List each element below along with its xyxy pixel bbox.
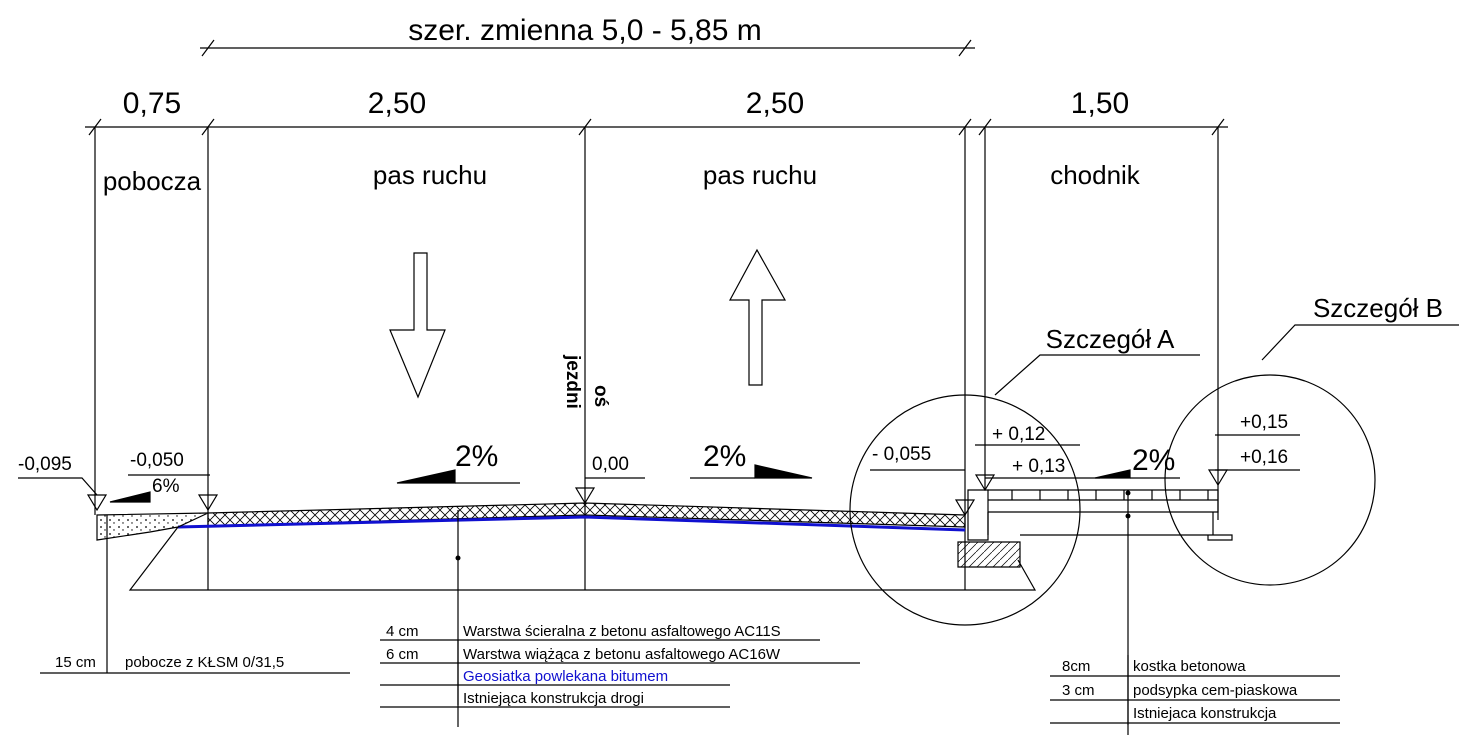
layer-thickness: 4 cm <box>386 623 419 640</box>
dimension: 1,50 <box>1071 87 1129 120</box>
detail-label: Szczegół B <box>1313 293 1443 323</box>
level: +0,15 <box>1240 412 1288 433</box>
slope: 2% <box>455 440 498 473</box>
slope: 2% <box>703 440 746 473</box>
layer-thickness: 3 cm <box>1062 682 1095 699</box>
zone: pobocza <box>103 166 202 196</box>
axis-label: oś <box>590 385 611 407</box>
zone: chodnik <box>1050 160 1141 190</box>
dot <box>455 555 461 561</box>
slope: 6% <box>152 476 180 497</box>
title: szer. zmienna 5,0 - 5,85 m <box>408 14 762 47</box>
detail-label: Szczegół A <box>1046 324 1175 354</box>
level: + 0,12 <box>992 424 1045 445</box>
layer-name: Istniejąca konstrukcja drogi <box>463 690 644 707</box>
level: 0,00 <box>592 454 629 475</box>
level: -0,050 <box>130 450 184 471</box>
dimension: 2,50 <box>368 87 426 120</box>
layer-name: podsypka cem-piaskowa <box>1133 682 1298 699</box>
dimension: 2,50 <box>746 87 804 120</box>
slope: 2% <box>1132 444 1175 477</box>
level: -0,095 <box>18 454 72 475</box>
dot <box>1125 490 1131 496</box>
level: +0,16 <box>1240 447 1288 468</box>
zone: pas ruchu <box>703 160 817 190</box>
zone: pas ruchu <box>373 160 487 190</box>
layer-name: Warstwa ścieralna z betonu asfaltowego A… <box>463 623 781 640</box>
drawing <box>18 39 1459 735</box>
layer-name: Istniejaca konstrukcja <box>1133 705 1277 722</box>
layer-thickness: 8cm <box>1062 658 1090 675</box>
layer-name: Warstwa wiążąca z betonu asfaltowego AC1… <box>463 646 781 663</box>
axis-label: jezdni <box>562 354 583 409</box>
dot <box>1125 513 1131 519</box>
layer-thickness: 6 cm <box>386 646 419 663</box>
level: + 0,13 <box>1012 456 1065 477</box>
layer-name: kostka betonowa <box>1133 658 1246 675</box>
dimension: 0,75 <box>123 87 181 120</box>
layer-thickness: 15 cm <box>55 654 96 671</box>
layer-name: Geosiatka powlekana bitumem <box>463 668 668 685</box>
level: - 0,055 <box>872 444 931 465</box>
layer-name: pobocze z KŁSM 0/31,5 <box>125 654 284 671</box>
